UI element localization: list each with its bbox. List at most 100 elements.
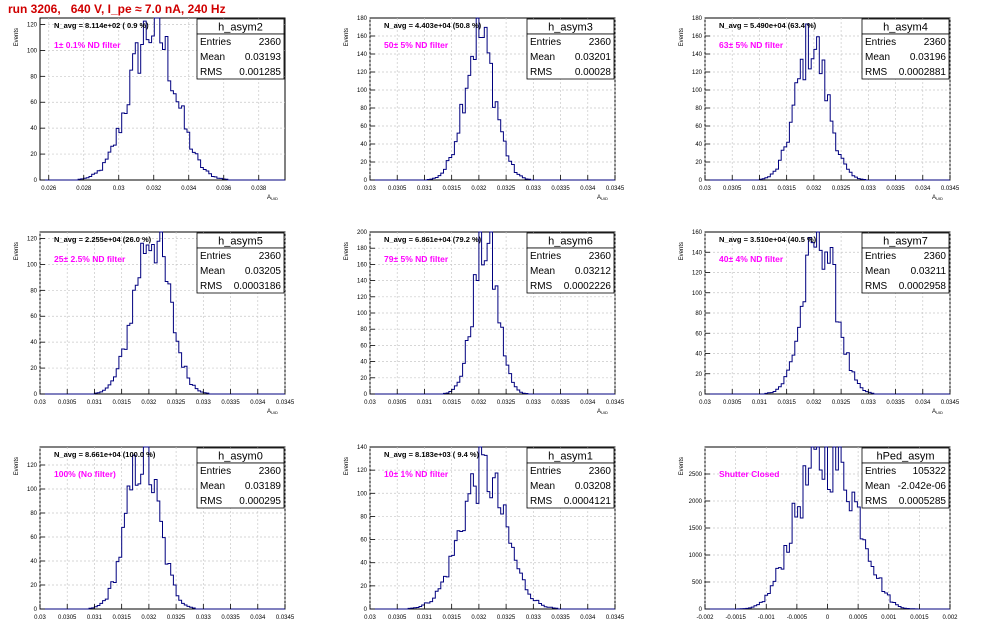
stats-key: Mean — [200, 266, 225, 277]
x-tick-label: 0.034 — [250, 400, 266, 406]
stats-key: Mean — [865, 481, 890, 492]
y-tick-label: 1000 — [689, 553, 703, 559]
stats-key: Entries — [200, 37, 231, 48]
hist-panel-h_asym6: 0.03 0.0305 0.031 0.0315 0.032 0.0325 0.033 0.0… — [344, 230, 625, 415]
stats-box-title: h_asym7 — [883, 236, 928, 248]
stats-key: Entries — [530, 37, 561, 48]
x-tick-label: 0.031 — [417, 615, 433, 621]
y-tick-label: 20 — [360, 584, 367, 590]
navg-label: N_avg = 8.661e+04 (100.0 %) — [54, 450, 156, 459]
x-tick-label: 0.033 — [196, 615, 212, 621]
stats-value: 0.0005285 — [899, 496, 947, 507]
stats-value: 0.000295 — [239, 496, 281, 507]
x-tick-label: 0.0305 — [58, 400, 77, 406]
filter-annotation: Shutter Closed — [719, 469, 779, 479]
x-tick-label: 0.03 — [364, 186, 376, 192]
x-tick-label: 0.0305 — [388, 615, 407, 621]
y-tick-label: 140 — [357, 52, 368, 58]
stats-value: 0.0002881 — [899, 67, 947, 78]
stats-key: Entries — [200, 466, 231, 477]
x-tick-label: 0 — [826, 615, 830, 621]
stats-box — [526, 33, 615, 80]
hist-panel-h_asym7: 0.03 0.0305 0.031 0.0315 0.032 0.0325 0.033 0.0… — [679, 230, 960, 415]
y-tick-label: 100 — [27, 487, 38, 493]
navg-label: N_avg = 8.183e+03 ( 9.4 %) — [384, 450, 480, 459]
histogram-series — [40, 446, 285, 610]
stats-box — [861, 462, 950, 509]
x-tick-label: 0.032 — [471, 615, 487, 621]
y-tick-label: 100 — [357, 491, 368, 497]
x-tick-label: 0.032 — [471, 400, 487, 406]
stats-value: 2360 — [259, 466, 282, 477]
stats-key: Entries — [530, 466, 561, 477]
stats-key: Mean — [530, 266, 555, 277]
stats-box-title: h_asym5 — [218, 236, 263, 248]
x-tick-label: 0.001 — [881, 615, 897, 621]
histogram-series — [705, 446, 950, 610]
y-tick-label: 20 — [360, 160, 367, 166]
y-tick-label: 20 — [695, 372, 702, 378]
stats-value: 0.03205 — [245, 266, 282, 277]
page-title: run 3206, 640 V, I_pe ≈ 7.0 nA, 240 Hz — [8, 2, 226, 16]
y-tick-label: 120 — [692, 271, 703, 277]
stats-key: RMS — [530, 281, 553, 292]
y-tick-label: 40 — [695, 352, 702, 358]
stats-value: 0.001285 — [239, 67, 281, 78]
x-tick-label: 0.0345 — [606, 400, 625, 406]
stats-box — [196, 462, 285, 509]
histogram-series — [40, 17, 285, 181]
x-tick-label: 0.031 — [87, 400, 103, 406]
x-tick-label: 0.033 — [526, 615, 542, 621]
stats-value: -2.042e-06 — [898, 481, 947, 492]
x-tick-label: 0.032 — [806, 186, 822, 192]
histogram-series — [370, 231, 615, 395]
stats-key: RMS — [200, 281, 223, 292]
stats-value: 2360 — [589, 251, 612, 262]
stats-value: 0.03201 — [575, 52, 612, 63]
y-axis-label: Events — [679, 242, 685, 260]
y-tick-label: 0 — [364, 178, 368, 184]
x-tick-label: 0.0305 — [723, 186, 742, 192]
hist-panel-h_asym5: 0.03 0.0305 0.031 0.0315 0.032 0.0325 0.033 0.0… — [14, 231, 295, 415]
y-tick-label: 40 — [360, 561, 367, 567]
filter-annotation: 40± 4% ND filter — [719, 254, 784, 264]
x-tick-label: 0.0315 — [777, 186, 796, 192]
x-axis-label: AUID — [597, 409, 608, 415]
x-tick-label: 0.0345 — [276, 400, 295, 406]
stats-key: RMS — [865, 281, 888, 292]
histogram-series — [370, 446, 615, 610]
stats-box-title: hPed_asym — [876, 451, 934, 463]
y-tick-label: 120 — [357, 468, 368, 474]
stats-value: 0.03189 — [245, 481, 282, 492]
x-tick-label: 0.0315 — [112, 400, 131, 406]
stats-box-title: h_asym2 — [218, 22, 263, 34]
y-tick-label: 100 — [357, 88, 368, 94]
x-axis-label: AUID — [267, 409, 278, 415]
y-tick-label: 200 — [357, 230, 368, 236]
hist-panel-h_asym3: 0.03 0.0305 0.031 0.0315 0.032 0.0325 0.033 0.0… — [344, 16, 625, 201]
y-tick-label: 40 — [695, 142, 702, 148]
stats-box — [526, 462, 615, 509]
y-tick-label: 40 — [360, 360, 367, 366]
x-tick-label: 0.034 — [580, 615, 596, 621]
y-axis-label: Events — [344, 457, 350, 475]
x-tick-label: 0.0345 — [606, 615, 625, 621]
stats-key: Mean — [865, 266, 890, 277]
x-tick-label: 0.0325 — [497, 400, 516, 406]
filter-annotation: 50± 5% ND filter — [384, 40, 449, 50]
y-tick-label: 140 — [357, 445, 368, 451]
stats-key: RMS — [200, 67, 223, 78]
y-tick-label: 500 — [692, 580, 703, 586]
y-tick-label: 180 — [357, 16, 368, 22]
y-tick-label: 0 — [699, 178, 703, 184]
y-tick-label: 20 — [360, 376, 367, 382]
x-tick-label: 0.03 — [34, 615, 46, 621]
x-tick-label: 0.0315 — [442, 615, 461, 621]
stats-value: 2360 — [259, 251, 282, 262]
stats-key: RMS — [530, 496, 553, 507]
y-tick-label: 120 — [27, 22, 38, 28]
x-tick-label: 0.033 — [526, 186, 542, 192]
stats-value: 0.03212 — [575, 266, 612, 277]
x-tick-label: 0.033 — [861, 186, 877, 192]
y-tick-label: 140 — [692, 250, 703, 256]
